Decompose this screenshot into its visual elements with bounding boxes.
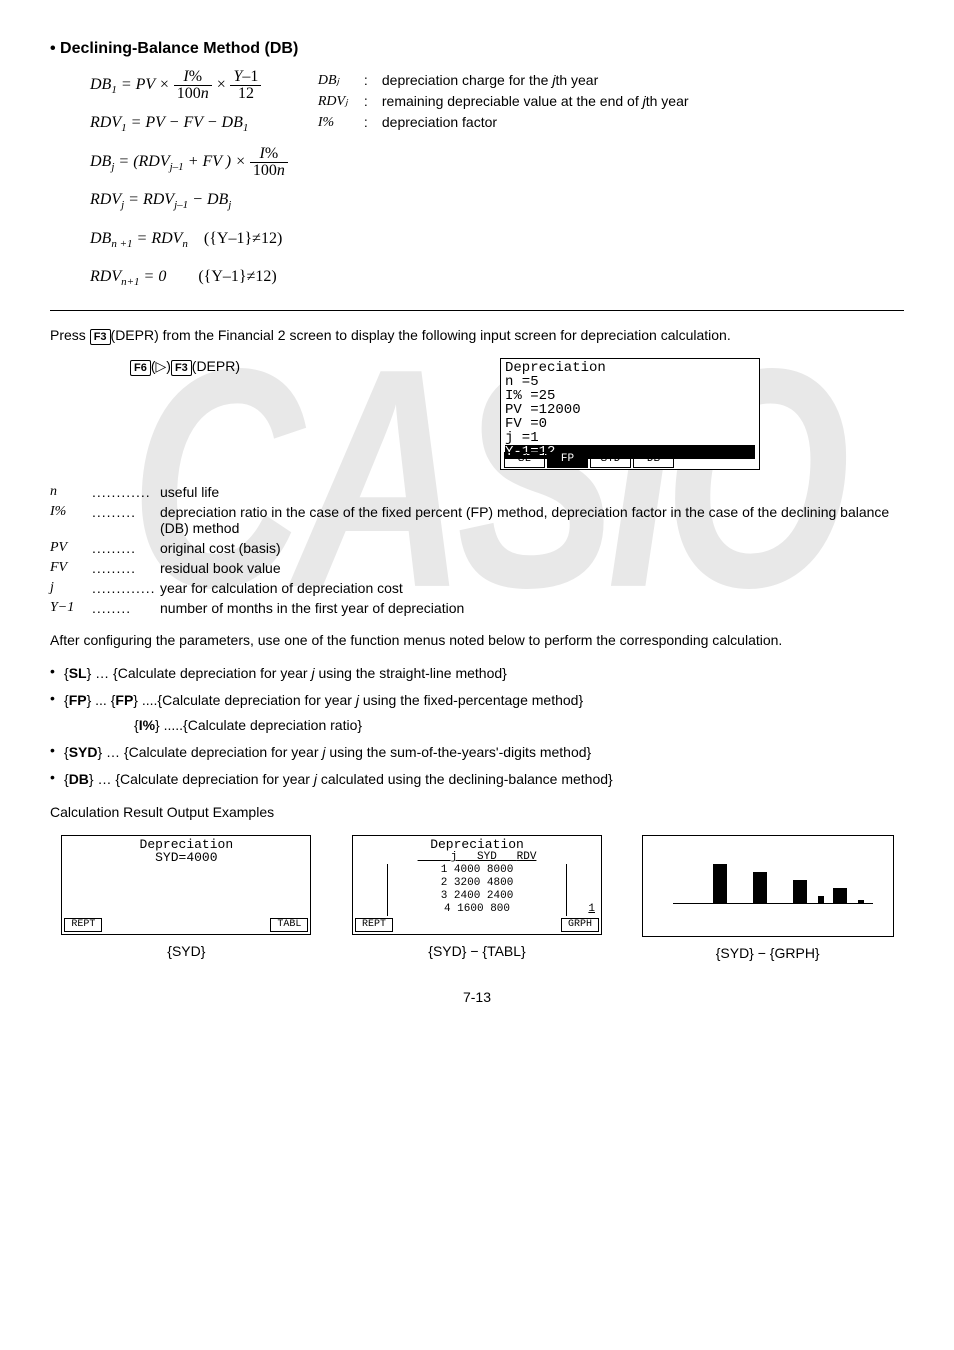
formula-1: DB1 = PV × I%100n × Y–112	[90, 66, 288, 104]
rule	[50, 310, 904, 311]
def-text: depreciation factor	[382, 112, 689, 133]
lcd-screen: Depreciation n =5 I% =25 PV =12000 FV =0…	[500, 358, 760, 470]
caption: {SYD} − {TABL}	[341, 943, 614, 959]
examples-row: Depreciation SYD=4000 REPTTABL {SYD} Dep…	[50, 835, 904, 961]
chart-bar	[858, 900, 864, 904]
top-row: DB1 = PV × I%100n × Y–112 RDV1 = PV − FV…	[50, 66, 904, 296]
caption: {SYD} − {GRPH}	[631, 945, 904, 961]
press-instruction: Press F3(DEPR) from the Financial 2 scre…	[50, 325, 904, 346]
lcd-line: PV =12000	[505, 403, 755, 417]
chart-bar	[833, 888, 847, 904]
key-f3: F3	[171, 360, 192, 376]
def-sym: I%	[318, 112, 364, 133]
formula-4: RDVj = RDVj–1 − DBj	[90, 181, 288, 219]
def-text: depreciation charge for the jth year	[382, 70, 689, 91]
formula-6: RDVn+1 = 0 ({Y–1}≠12)	[90, 258, 288, 296]
examples-title: Calculation Result Output Examples	[50, 802, 904, 823]
chart-bar	[793, 880, 807, 904]
formula-2: RDV1 = PV − FV − DB1	[90, 104, 288, 142]
key-f3: F3	[90, 329, 111, 345]
definitions: DBⱼ:depreciation charge for the jth year…	[318, 70, 689, 133]
chart-bar	[753, 872, 767, 904]
menu-rept: REPT	[355, 918, 393, 932]
def-sym: DBⱼ	[318, 70, 364, 91]
formula-3: DBj = (RDVj–1 + FV ) × I%100n	[90, 143, 288, 181]
lcd-line: n =5	[505, 375, 755, 389]
menu-grph: GRPH	[561, 918, 599, 932]
menu-syd: SYD	[590, 452, 631, 468]
chart-bar	[818, 896, 824, 904]
section-heading: • Declining-Balance Method (DB)	[50, 40, 904, 58]
def-text: remaining depreciable value at the end o…	[382, 91, 689, 112]
menu-item: {SL} … {Calculate depreciation for year …	[64, 663, 904, 684]
menu-fp: FP	[547, 452, 588, 468]
menu-sl: SL	[504, 452, 545, 468]
lcd-menubar: SL FP SYD DB	[503, 452, 757, 468]
formula-5: DBn +1 = RDVn ({Y–1}≠12)	[90, 220, 288, 258]
menu-list: •{SL} … {Calculate depreciation for year…	[50, 663, 904, 790]
key-f6: F6	[130, 360, 151, 376]
page-number: 7-13	[50, 989, 904, 1005]
lcd-line: I% =25	[505, 389, 755, 403]
lcd-example-2: Depreciation j SYD RDV 1 4000 8000 2 320…	[352, 835, 602, 935]
caption: {SYD}	[50, 943, 323, 959]
menu-item: {SYD} … {Calculate depreciation for year…	[64, 742, 904, 763]
menu-item: {FP} ... {FP} ....{Calculate depreciatio…	[64, 690, 904, 736]
menu-db: DB	[633, 452, 674, 468]
lcd-example-3-chart	[642, 835, 894, 937]
lcd-line: j =1	[505, 431, 755, 445]
formula-block: DB1 = PV × I%100n × Y–112 RDV1 = PV − FV…	[90, 66, 288, 296]
menu-rept: REPT	[64, 918, 102, 932]
lcd-line: Depreciation	[505, 361, 755, 375]
menu-subitem: {I%} .....{Calculate depreciation ratio}	[134, 715, 904, 736]
variable-list: n............useful life I%.........depr…	[50, 484, 904, 616]
key-sequence: F6(▷)F3(DEPR)	[50, 358, 500, 375]
lcd-line: FV =0	[505, 417, 755, 431]
menu-item: {DB} … {Calculate depreciation for year …	[64, 769, 904, 790]
lcd-example-1: Depreciation SYD=4000 REPTTABL	[61, 835, 311, 935]
menu-tabl: TABL	[270, 918, 308, 932]
def-sym: RDVⱼ	[318, 91, 364, 112]
chart-bar	[713, 864, 727, 904]
paragraph: After configuring the parameters, use on…	[50, 630, 904, 651]
